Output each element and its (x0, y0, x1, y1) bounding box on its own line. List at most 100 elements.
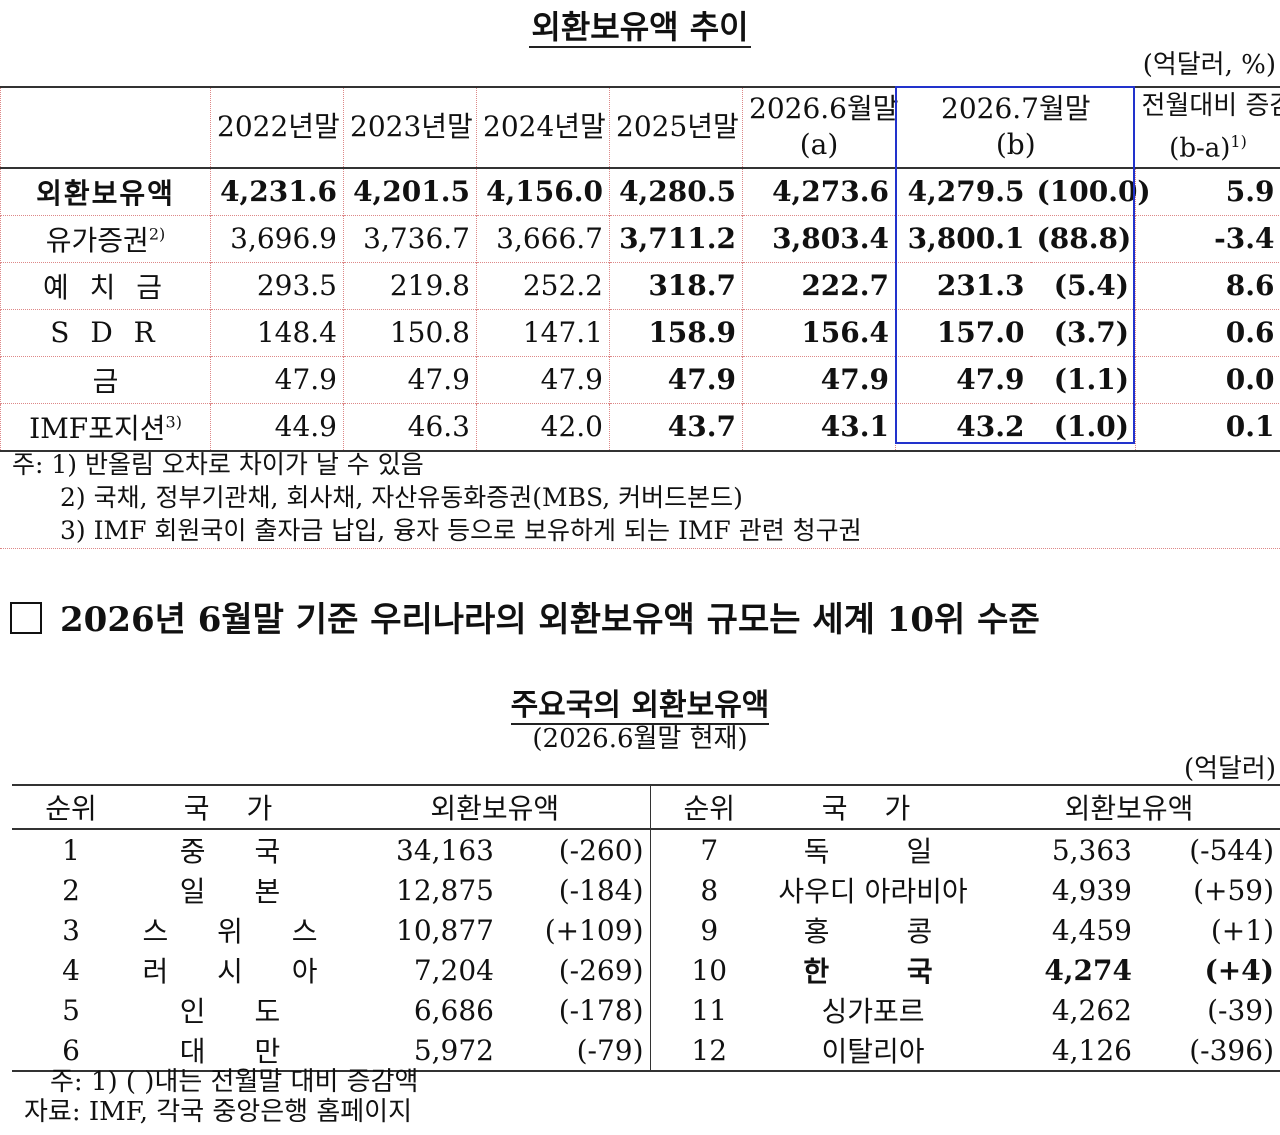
value-2022: 44.9 (210, 403, 344, 451)
value-share: (88.8) (1030, 215, 1136, 263)
unit-label: (억달러, %) (1142, 50, 1276, 80)
table-row: 6 대 만 5,972 (-79) 12 이탈리아 4,126 (-396) (12, 1030, 1280, 1071)
reserves-change: (-396) (1189, 1033, 1274, 1067)
header-2024: 2024년말 (476, 87, 610, 168)
value-2022: 148.4 (210, 309, 344, 357)
value-2025: 158.9 (609, 309, 743, 357)
divider (0, 548, 1280, 549)
value-2026-6: 4,273.6 (742, 167, 896, 216)
country: 스 위 스 (142, 915, 328, 948)
country: 대 만 (179, 1035, 291, 1068)
value-2025: 4,280.5 (609, 167, 743, 216)
rank: 10 (691, 953, 728, 987)
table-row: 4 러 시 아 7,204 (-269) 10 한 국 4,274 (+4) (12, 950, 1280, 990)
value-2023: 47.9 (343, 356, 477, 404)
value-2026-7: 4,279.5 (907, 175, 1025, 209)
value-2023: 150.8 (343, 309, 477, 357)
value-2026-7: 3,800.1 (907, 222, 1025, 256)
value-2026-6: 43.1 (742, 403, 896, 451)
header-2022: 2022년말 (210, 87, 344, 168)
country: 한 국 (803, 955, 943, 988)
header-2025: 2025년말 (609, 87, 743, 168)
country: 이탈리아 (821, 1035, 925, 1068)
row-label: S D R (0, 309, 211, 357)
table-row: 2 일 본 12,875 (-184) 8 사우디 아라비아 4,939 (+59) (12, 870, 1280, 910)
checkbox-square-icon (10, 602, 42, 634)
rank: 9 (700, 913, 719, 947)
value-share: (5.4) (1030, 262, 1136, 310)
value-2023: 3,736.7 (343, 215, 477, 263)
value-2022: 293.5 (210, 262, 344, 310)
rank: 5 (62, 993, 80, 1027)
value-2025: 43.7 (609, 403, 743, 451)
value-2025: 318.7 (609, 262, 743, 310)
table-row: 1 중 국 34,163 (-260) 7 독 일 5,363 (-544) (12, 829, 1280, 870)
header-country-right: 국 가 (821, 792, 925, 825)
source-note: 자료: IMF, 각국 중앙은행 홈페이지 (24, 1097, 413, 1127)
country: 중 국 (179, 835, 291, 868)
value-diff: -3.4 (1214, 222, 1275, 256)
value-share: (1.1) (1030, 356, 1136, 404)
value-share: (1.0) (1030, 403, 1136, 451)
notes-section1: 주: 1) 반올림 오차로 차이가 날 수 있음 2) 국채, 정부기관채, 회… (12, 448, 862, 547)
reserves-change: (-178) (500, 990, 651, 1030)
country: 인 도 (179, 995, 291, 1028)
header-rank-left: 순위 (45, 792, 97, 825)
value-2024: 47.9 (476, 356, 610, 404)
value-2024: 42.0 (476, 403, 610, 451)
value-2026-7: 47.9 (956, 363, 1025, 397)
reserves-change: (+59) (1193, 873, 1274, 907)
value-2024: 3,666.7 (476, 215, 610, 263)
country: 일 본 (179, 875, 291, 908)
reserves-change: (-39) (1207, 993, 1274, 1027)
note-2: 2) 국채, 정부기관채, 회사채, 자산유동화증권(MBS, 커버드본드) (60, 483, 743, 512)
reserves-change: (-184) (500, 870, 651, 910)
value-2025: 3,711.2 (609, 215, 743, 263)
country: 독 일 (803, 835, 943, 868)
header-reserves-right: 외환보유액 (1064, 792, 1194, 825)
reserves-value: 4,126 (1051, 1033, 1132, 1067)
row-label: 외환보유액 (0, 167, 211, 216)
reserves-change: (+109) (500, 910, 651, 950)
row-label: IMF포지션3) (0, 403, 211, 451)
value-diff: 0.1 (1225, 410, 1275, 444)
value-2026-6: 222.7 (742, 262, 896, 310)
table-row: S D R 148.4 150.8 147.1 158.9 156.4 157.0 (3.7)… (0, 309, 1280, 357)
table-row: IMF포지션3) 44.9 46.3 42.0 43.7 43.1 43.2 (1.0) 0.1 (0, 403, 1280, 451)
major-countries-subtitle: (2026.6월말 현재) (532, 724, 748, 754)
rank: 6 (62, 1033, 80, 1067)
reserves-value: 4,939 (1051, 873, 1132, 907)
header-reserves-left: 외환보유액 (340, 785, 651, 829)
table-row: 외환보유액 4,231.6 4,201.5 4,156.0 4,280.5 4,273.6… (0, 167, 1280, 216)
value-2022: 3,696.9 (210, 215, 344, 263)
reserves-change: (-269) (500, 950, 651, 990)
header-2023: 2023년말 (343, 87, 477, 168)
reserves-change: (-544) (1189, 833, 1274, 867)
rank: 4 (62, 953, 80, 987)
reserves-change: (+1) (1210, 913, 1274, 947)
value-2026-7: 157.0 (936, 316, 1025, 350)
reserves-value: 4,459 (1051, 913, 1132, 947)
value-2026-7: 231.3 (936, 269, 1025, 303)
value-2025: 47.9 (609, 356, 743, 404)
header-blank (0, 87, 211, 168)
table-row: 금 47.9 47.9 47.9 47.9 47.9 47.9 (1.1) 0.0 (0, 356, 1280, 404)
header-country-left: 국 가 (183, 792, 287, 825)
reserves-trend-table: 2022년말 2023년말 2024년말 2025년말 2026.6월말 (a) … (0, 86, 1280, 452)
value-share: (3.7) (1030, 309, 1136, 357)
headline: 2026년 6월말 기준 우리나라의 외환보유액 규모는 세계 10위 수준 (10, 592, 1040, 641)
reserves-value: 4,262 (1051, 993, 1132, 1027)
reserves-value: 34,163 (396, 833, 494, 867)
value-2024: 252.2 (476, 262, 610, 310)
value-2026-6: 156.4 (742, 309, 896, 357)
row-label: 금 (0, 356, 211, 404)
header-2026-7: 2026.7월말 (b) (941, 92, 1091, 162)
unit-label-2: (억달러) (1183, 754, 1276, 784)
table-header-row: 2022년말 2023년말 2024년말 2025년말 2026.6월말 (a) … (0, 87, 1280, 168)
reserves-value: 10,877 (396, 913, 494, 947)
country: 사우디 아라비아 (778, 875, 968, 908)
value-2026-7: 43.2 (956, 410, 1025, 444)
value-2026-6: 47.9 (742, 356, 896, 404)
value-2022: 47.9 (210, 356, 344, 404)
value-2024: 4,156.0 (476, 167, 610, 216)
